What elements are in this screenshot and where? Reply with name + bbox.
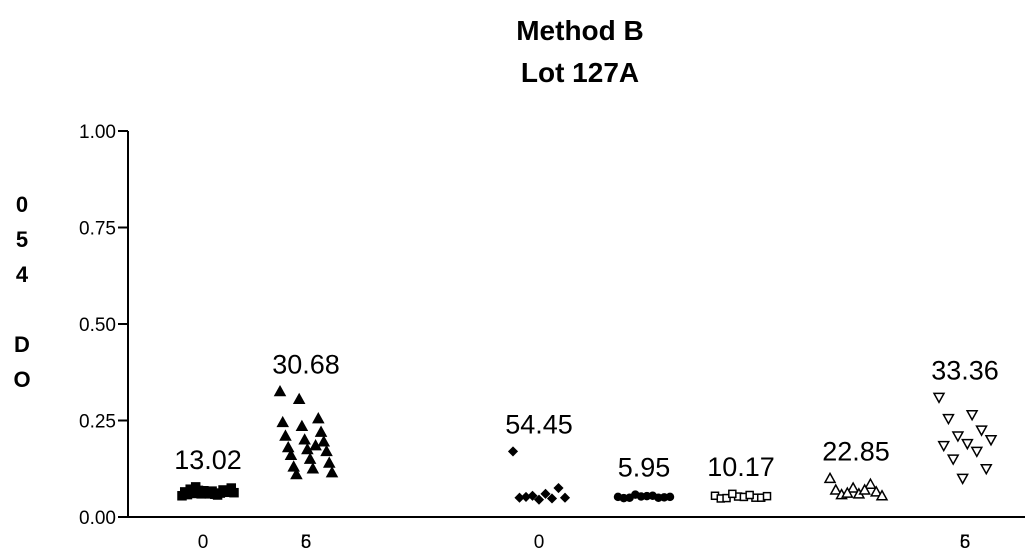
y-tick-label: 1.00 [79,122,116,143]
data-point [829,483,843,495]
data-label: 10.17 [707,452,775,482]
y-tick-label: 0.00 [79,508,116,529]
data-point [520,491,532,502]
data-point [946,454,960,466]
data-point [553,482,564,494]
data-point [322,456,336,468]
data-point [846,481,860,493]
data-point [229,487,239,498]
data-point [306,462,320,474]
data-point [303,452,317,464]
data-point [937,440,951,453]
data-point [965,409,979,422]
data-point [932,392,946,404]
data-point [961,438,974,451]
data-point [728,489,737,499]
data-point [631,490,640,499]
y-label-char: 4 [16,262,29,287]
data-point [533,494,545,505]
data-point [665,492,675,502]
data-point [292,392,306,405]
y-axis-ticks: 0.00 0.25 0.50 0.75 1.00 [79,122,128,529]
data-point [212,490,223,500]
data-points [177,385,998,505]
chart-title-line-1: Method B [516,15,644,46]
data-point [540,488,551,499]
x-tick-label: 5 [960,532,971,552]
y-tick-label: 0.75 [79,219,116,240]
data-point [325,466,339,478]
data-point [290,467,303,480]
y-axis-label: 0 5 4 DO [13,192,30,392]
data-point [942,413,955,426]
data-point [979,464,993,476]
data-point [295,419,309,432]
data-point [309,439,322,451]
data-label: 5.95 [618,453,671,483]
data-point [546,493,558,504]
data-point [320,444,333,457]
x-axis-ticks: 0 65 0 65 [198,532,971,552]
data-point [745,490,754,500]
data-point [193,485,204,496]
chart-title-line-2: Lot 127A [521,57,639,88]
data-point [314,425,328,437]
data-labels: 13.02 30.68 54.45 5.95 10.17 22.85 33.36 [174,350,999,483]
data-point [312,412,325,424]
x-tick-label: 5 [301,532,312,552]
data-point [279,429,292,441]
y-label-char: 0 [16,192,28,217]
data-point [527,490,538,501]
data-label: 33.36 [931,355,999,385]
y-tick-label: 0.50 [79,315,116,336]
x-tick-label: 6 [301,532,312,552]
x-tick-label: 0 [198,532,209,552]
data-point [823,471,837,484]
data-point [951,431,965,443]
data-point [301,442,314,455]
y-label-char: O [13,367,30,392]
data-point [276,415,290,428]
data-point [298,433,311,445]
data-point [864,477,877,489]
data-point [762,491,772,501]
y-label-char: 5 [16,227,28,252]
data-label: 22.85 [822,436,890,466]
data-point [984,435,998,447]
y-tick-label: 0.25 [79,412,116,433]
data-point [559,492,571,503]
data-point [317,435,331,447]
data-label: 13.02 [174,445,242,475]
data-label: 54.45 [505,409,573,439]
data-point [875,489,889,501]
data-point [858,483,871,495]
data-point [970,446,984,458]
data-point [975,425,988,437]
data-point [507,446,519,457]
data-point [956,473,969,485]
data-point [869,485,883,497]
data-point [284,448,298,460]
data-point [648,491,657,501]
x-tick-label: 0 [534,532,545,552]
y-label-char: D [14,332,30,357]
x-tick-label: 6 [960,532,971,552]
data-point [841,486,854,498]
data-point [273,385,287,397]
data-label: 30.68 [272,350,340,380]
